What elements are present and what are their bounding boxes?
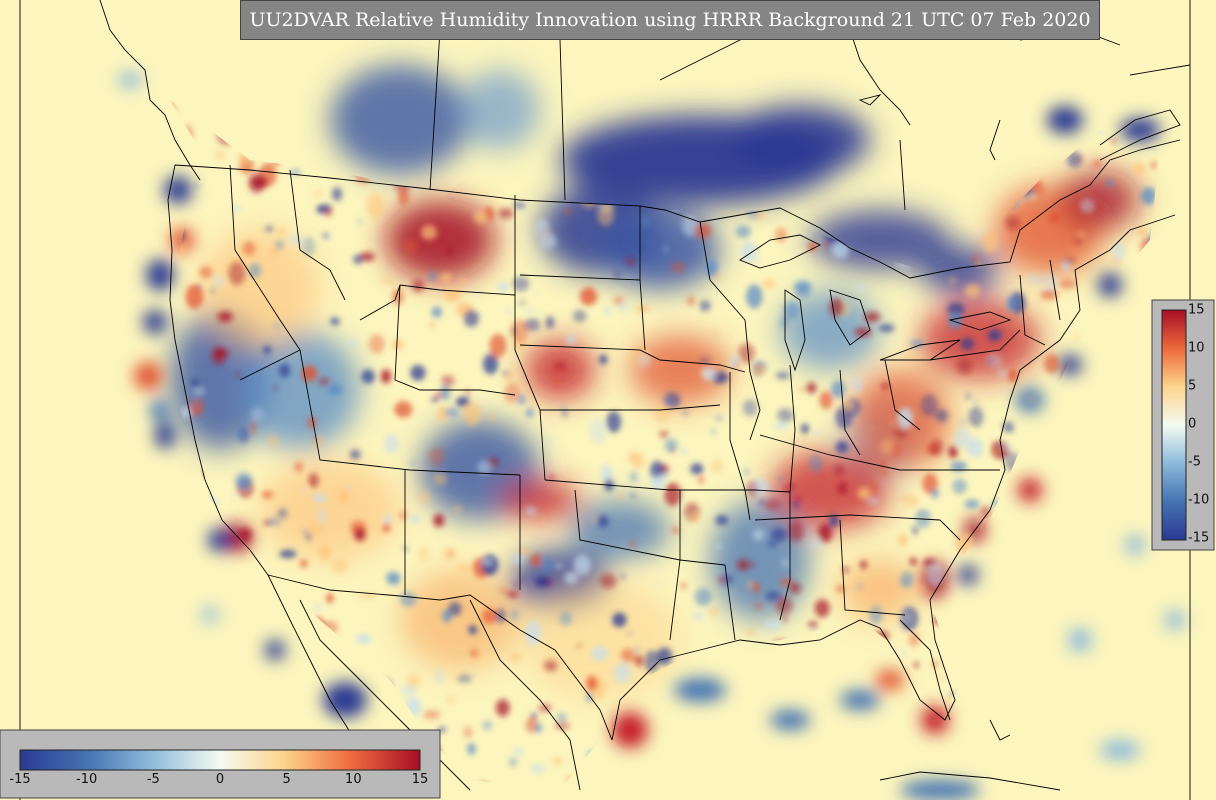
colorbar-tick-label: -5 xyxy=(1188,454,1201,470)
vertical-colorbar-labels: 15 10 5 0 -5 -10 -15 xyxy=(1152,300,1214,550)
horizontal-colorbar-labels: -15 -10 -5 0 5 10 15 xyxy=(0,730,440,798)
colorbar-tick-label: 5 xyxy=(282,772,291,787)
colorbar-tick-label: -15 xyxy=(9,772,31,787)
colorbar-tick-label: 5 xyxy=(1188,378,1197,394)
colorbar-tick-label: -5 xyxy=(146,772,160,787)
colorbar-tick-label: 10 xyxy=(1188,340,1205,356)
colorbar-tick-label: 10 xyxy=(345,772,362,787)
innovation-field-detail xyxy=(118,72,1185,800)
vertical-colorbar-box xyxy=(1151,299,1215,551)
map-title: UU2DVAR Relative Humidity Innovation usi… xyxy=(240,0,1100,40)
colorbar-tick-label: 0 xyxy=(1188,416,1197,432)
colorbar-tick-label: 15 xyxy=(411,772,429,787)
colorbar-tick-label: -10 xyxy=(76,772,98,787)
horizontal-colorbar-box xyxy=(0,729,441,799)
colorbar-tick-label: 0 xyxy=(215,772,225,787)
colorbar-tick-label: -15 xyxy=(1188,530,1210,546)
colorbar-tick-label: 15 xyxy=(1188,302,1205,318)
colorbar-tick-label: -10 xyxy=(1188,492,1210,508)
